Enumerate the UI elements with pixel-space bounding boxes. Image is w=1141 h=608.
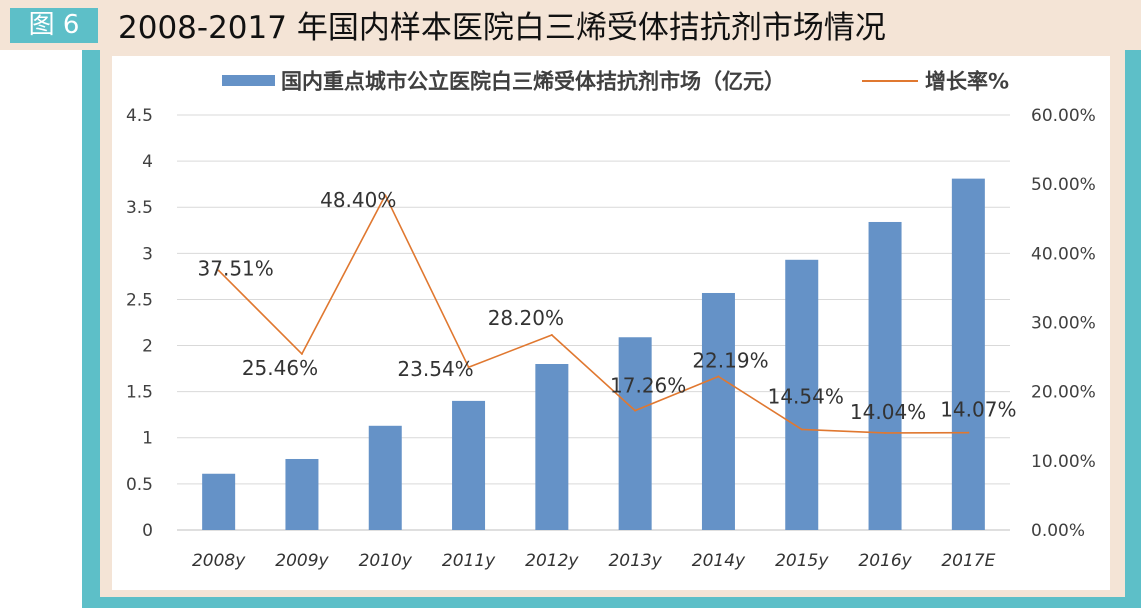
y-tick-label: 3.5 bbox=[126, 198, 153, 218]
legend-swatch-market bbox=[222, 75, 275, 86]
growth-rate-data-label: 23.54% bbox=[397, 357, 473, 381]
y2-tick-label: 10.00% bbox=[1031, 452, 1096, 472]
bar-2015y bbox=[785, 259, 819, 530]
y-tick-label: 2.5 bbox=[126, 290, 153, 310]
growth-rate-point bbox=[300, 352, 303, 355]
right-axis-ticks: 0.00% 10.00% 20.00% 30.00% 40.00% 50.00% 60.00… bbox=[1031, 106, 1096, 541]
figure-label-badge: 图 6 bbox=[10, 8, 98, 43]
growth-rate-data-label: 17.26% bbox=[610, 374, 686, 398]
bar-2009y bbox=[285, 458, 319, 530]
x-tick-label: 2017E bbox=[941, 551, 995, 571]
x-tick-label: 2012y bbox=[525, 551, 579, 571]
growth-rate-data-labels: 37.51% 25.46% 48.40% 23.54% 28.20% 17.26%22.1… bbox=[198, 188, 1017, 424]
bar-2014y bbox=[701, 292, 735, 530]
x-tick-label: 2010y bbox=[359, 551, 413, 571]
growth-rate-line bbox=[218, 194, 969, 434]
growth-rate-point bbox=[967, 431, 970, 434]
bar-2011y bbox=[452, 400, 486, 530]
growth-rate-point bbox=[384, 194, 387, 197]
growth-rate-point bbox=[550, 333, 553, 336]
y-tick-label: 1.5 bbox=[126, 383, 153, 403]
x-tick-label: 2013y bbox=[608, 551, 662, 571]
legend-label-growth-rate: 增长率% bbox=[925, 69, 1009, 93]
y2-tick-label: 30.00% bbox=[1031, 313, 1096, 333]
y2-tick-label: 50.00% bbox=[1031, 175, 1096, 195]
y-tick-label: 2 bbox=[142, 337, 153, 357]
bar-2010y bbox=[368, 425, 402, 530]
growth-rate-point bbox=[884, 431, 887, 434]
growth-rate-series bbox=[217, 194, 970, 434]
header-band bbox=[0, 0, 1141, 50]
growth-rate-data-label: 48.40% bbox=[320, 188, 396, 212]
y-tick-label: 4 bbox=[142, 152, 153, 172]
growth-rate-data-label: 14.54% bbox=[768, 384, 844, 408]
legend-label-market: 国内重点城市公立医院白三烯受体拮抗剂市场（亿元） bbox=[281, 69, 785, 93]
bar-2017E bbox=[951, 178, 985, 530]
y2-tick-label: 40.00% bbox=[1031, 244, 1096, 264]
growth-rate-data-label: 25.46% bbox=[242, 356, 318, 380]
legend: 国内重点城市公立医院白三烯受体拮抗剂市场（亿元） 增长率% bbox=[222, 69, 1009, 93]
bar-2016y bbox=[868, 221, 902, 530]
figure-title: 2008-2017 年国内样本医院白三烯受体拮抗剂市场情况 bbox=[118, 10, 886, 46]
y-tick-label: 1 bbox=[142, 429, 153, 449]
y2-tick-label: 0.00% bbox=[1031, 521, 1085, 541]
growth-rate-data-label: 37.51% bbox=[198, 257, 274, 281]
y2-tick-label: 60.00% bbox=[1031, 106, 1096, 126]
y-tick-label: 4.5 bbox=[126, 106, 153, 126]
x-axis-ticks: 2008y 2009y 2010y 2011y 2012y 2013y 2014y 2015y… bbox=[192, 551, 996, 571]
x-tick-label: 2009y bbox=[275, 551, 329, 571]
y-tick-label: 3 bbox=[142, 244, 153, 264]
figure-label: 图 6 bbox=[28, 10, 80, 40]
y-tick-label: 0 bbox=[142, 521, 153, 541]
bar-2008y bbox=[202, 473, 236, 530]
x-tick-label: 2014y bbox=[692, 551, 746, 571]
bar-series bbox=[202, 178, 985, 530]
left-axis-ticks: 0 0.5 1 1.5 2 2.5 3 3.5 4 4.5 bbox=[126, 106, 153, 541]
bar-2013y bbox=[618, 337, 652, 530]
y-tick-label: 0.5 bbox=[126, 475, 153, 495]
growth-rate-data-label: 22.19% bbox=[692, 349, 768, 373]
growth-rate-point bbox=[800, 428, 803, 431]
y2-tick-label: 20.00% bbox=[1031, 383, 1096, 403]
x-tick-label: 2008y bbox=[192, 551, 246, 571]
growth-rate-data-label: 14.04% bbox=[850, 400, 926, 424]
growth-rate-point bbox=[467, 366, 470, 369]
growth-rate-data-label: 14.07% bbox=[940, 398, 1016, 422]
x-tick-label: 2015y bbox=[775, 551, 829, 571]
growth-rate-point bbox=[217, 269, 220, 272]
x-tick-label: 2016y bbox=[858, 551, 912, 571]
bar-2012y bbox=[535, 364, 569, 530]
chart-area bbox=[112, 56, 1110, 590]
growth-rate-point bbox=[634, 409, 637, 412]
x-tick-label: 2011y bbox=[442, 551, 496, 571]
growth-rate-point bbox=[717, 375, 720, 378]
growth-rate-data-label: 28.20% bbox=[488, 306, 564, 330]
